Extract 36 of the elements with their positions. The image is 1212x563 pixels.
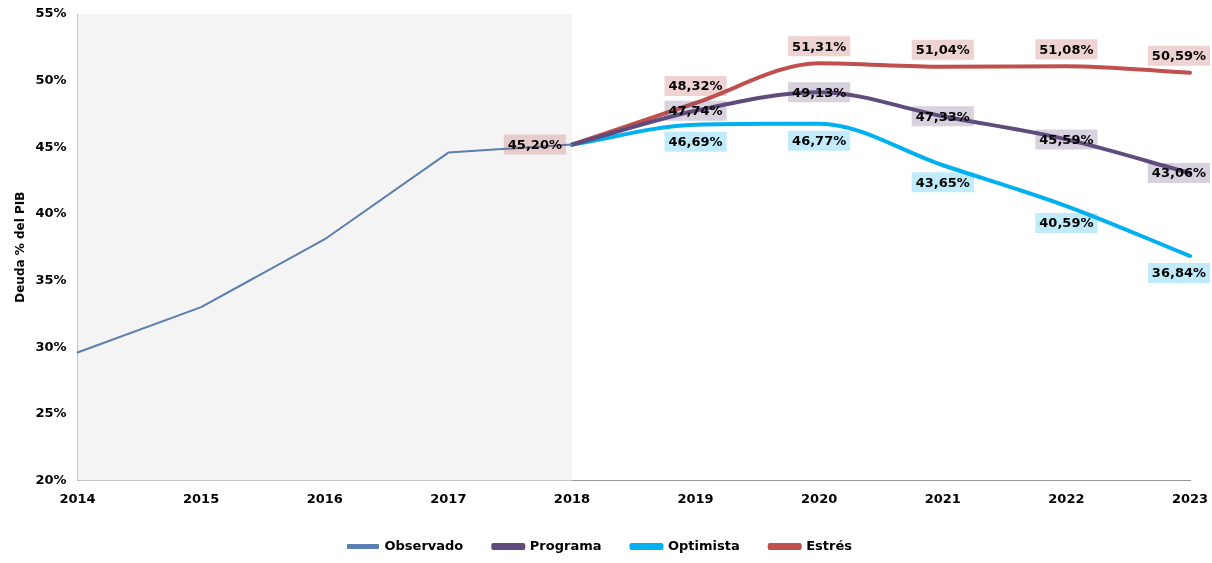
data-label: 43,65% xyxy=(915,174,970,190)
data-label: 46,69% xyxy=(668,134,723,150)
x-tick-label: 2023 xyxy=(1171,490,1209,506)
data-label: 51,31% xyxy=(792,38,847,54)
y-tick-label: 25% xyxy=(35,405,67,421)
y-tick-label: 45% xyxy=(35,138,67,154)
legend-label: Observado xyxy=(384,537,464,553)
y-tick-label: 20% xyxy=(35,471,67,487)
data-label: 47,74% xyxy=(668,103,723,119)
data-label: 50,59% xyxy=(1151,48,1207,64)
y-tick-label: 40% xyxy=(35,205,67,221)
data-label: 40,59% xyxy=(1039,215,1094,231)
legend-label: Programa xyxy=(529,537,602,553)
data-label: 51,08% xyxy=(1039,41,1094,57)
y-tick-label: 35% xyxy=(35,271,67,287)
data-label: 46,77% xyxy=(792,133,847,149)
y-tick-label: 30% xyxy=(35,338,67,354)
x-tick-label: 2019 xyxy=(677,490,714,506)
x-tick-label: 2020 xyxy=(801,490,838,506)
y-tick-label: 55% xyxy=(35,5,67,21)
x-tick-label: 2016 xyxy=(306,490,343,506)
x-tick-label: 2018 xyxy=(553,490,591,506)
y-axis-title: Deuda % del PIB xyxy=(13,191,28,303)
x-tick-label: 2014 xyxy=(59,490,96,506)
data-label: 45,20% xyxy=(507,136,562,152)
x-tick-label: 2017 xyxy=(430,490,467,506)
x-tick-label: 2022 xyxy=(1048,490,1085,506)
legend-label: Estrés xyxy=(806,537,853,553)
x-tick-label: 2015 xyxy=(183,490,220,506)
data-label: 51,04% xyxy=(915,42,970,58)
y-tick-label: 50% xyxy=(35,72,67,87)
legend-label: Optimista xyxy=(667,537,740,553)
data-label: 43,06% xyxy=(1151,165,1207,181)
data-label: 48,32% xyxy=(668,78,723,94)
x-tick-label: 2021 xyxy=(924,490,961,506)
data-label: 36,84% xyxy=(1151,265,1207,281)
